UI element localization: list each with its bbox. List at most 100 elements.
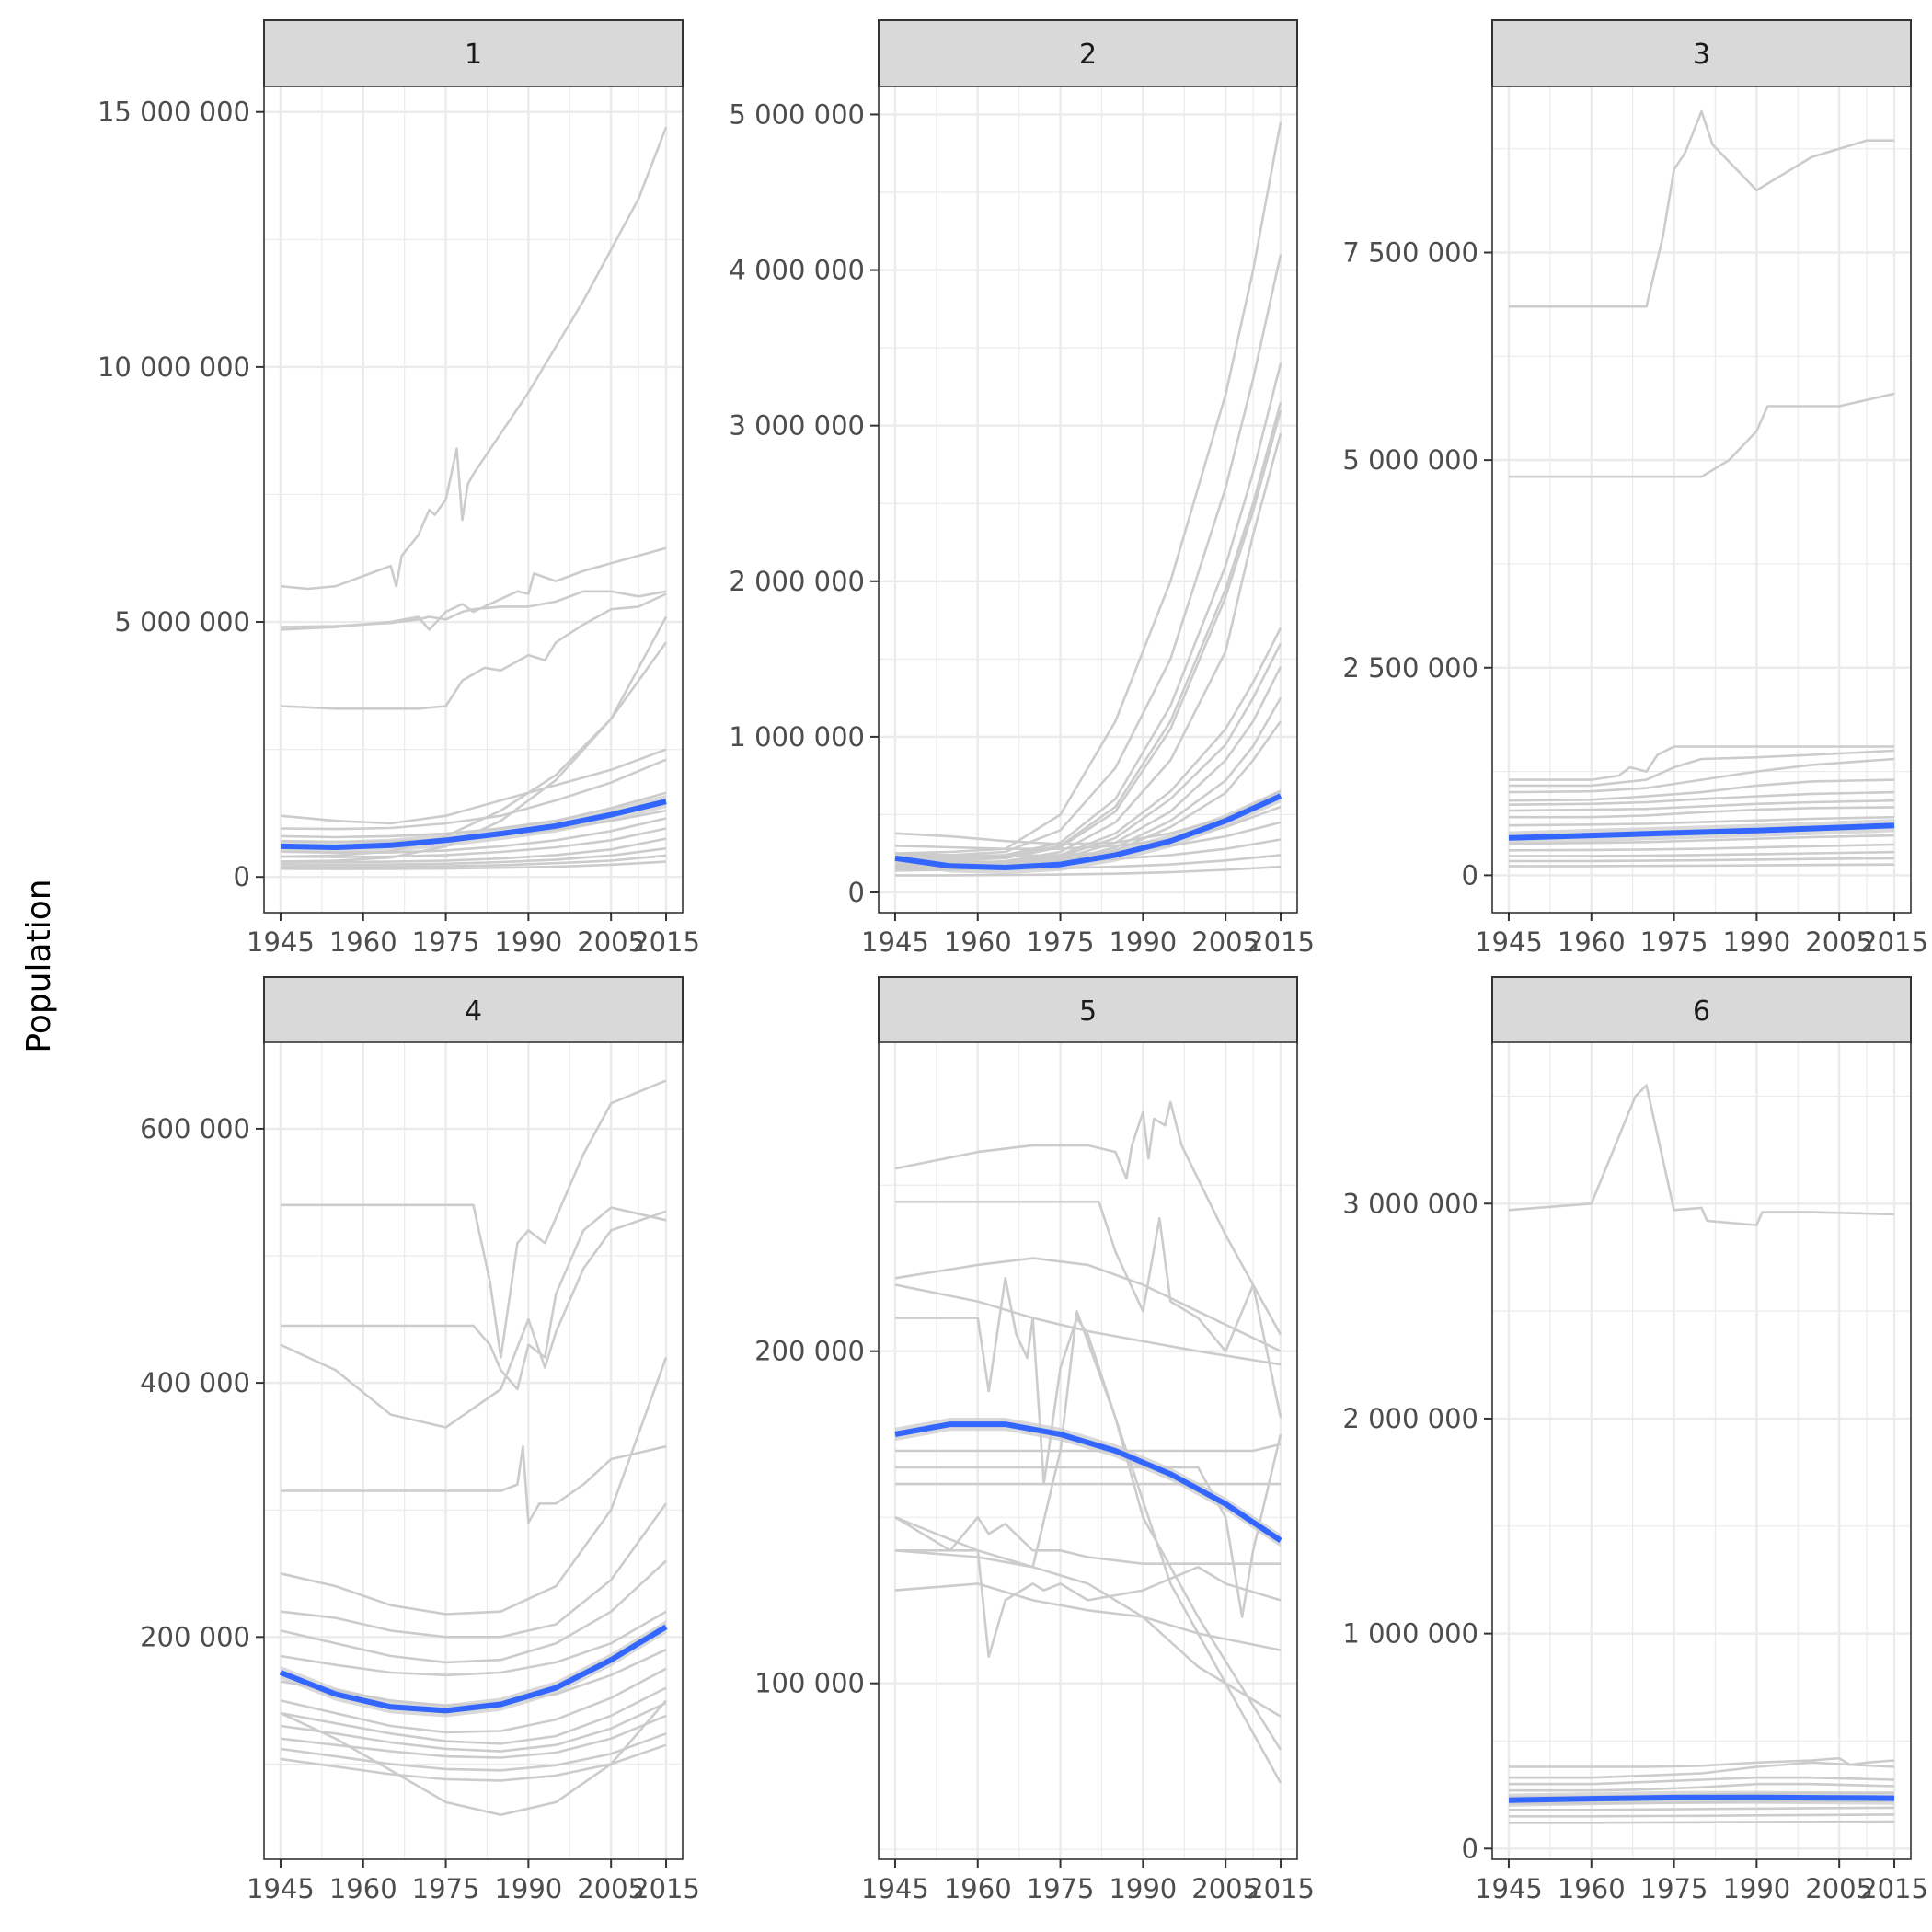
y-tick-label: 0 (848, 877, 865, 908)
facet-label-5: 5 (1079, 995, 1097, 1028)
x-tick-label: 1945 (1475, 926, 1543, 958)
x-tick-label: 1945 (1475, 1873, 1543, 1904)
panel-background (264, 86, 683, 913)
panel-border (878, 1041, 1298, 1860)
x-tick-label: 2015 (1247, 926, 1315, 958)
series-line-5 (1508, 757, 1895, 794)
series-line-11 (895, 1549, 1282, 1659)
series-line-3 (1509, 745, 1894, 781)
series-line-5 (280, 1357, 668, 1616)
series-line-14 (280, 1732, 667, 1772)
y-tick-label: 15 000 000 (98, 97, 250, 128)
series-line-4 (281, 1444, 667, 1524)
facet-label-4: 4 (465, 995, 482, 1028)
series-line-2 (895, 1201, 1282, 1419)
series-line-10 (280, 1667, 667, 1734)
x-tick-label: 1945 (247, 1873, 315, 1904)
series-line-15 (280, 1743, 667, 1782)
x-tick-label: 2005 (1191, 1873, 1259, 1904)
series-line-13 (280, 837, 667, 864)
x-tick-label: 1990 (494, 1873, 562, 1904)
series-line-1 (894, 1100, 1282, 1336)
x-tick-label: 2015 (1860, 926, 1928, 958)
y-tick-label: 1 000 000 (1342, 1618, 1478, 1650)
series-line-8 (1509, 1806, 1895, 1811)
x-tick-label: 1945 (861, 926, 929, 958)
trend-line (279, 1624, 668, 1714)
series-line-4 (280, 592, 667, 710)
x-tick-label: 2005 (1805, 926, 1873, 958)
series-line-4 (894, 1283, 1282, 1366)
y-tick-label: 7 500 000 (1342, 237, 1478, 269)
series-line-3 (280, 1210, 667, 1429)
x-tick-label: 1945 (861, 1873, 929, 1904)
panel-background (264, 1042, 683, 1859)
x-tick-label: 2015 (1860, 1873, 1928, 1904)
series-line-1 (894, 121, 1282, 855)
x-tick-label: 1975 (1640, 1873, 1708, 1904)
x-tick-label: 2015 (632, 926, 700, 958)
trend-line (280, 799, 667, 850)
y-tick-label: 5 000 000 (114, 606, 250, 638)
panel-border (263, 86, 684, 914)
gridlines (879, 1042, 1297, 1859)
series-line-3 (894, 1257, 1282, 1352)
series-line-2 (1509, 392, 1895, 478)
trend-line (1508, 1794, 1895, 1803)
y-tick-label: 3 000 000 (729, 410, 865, 442)
series-line-12 (280, 1701, 667, 1753)
gridlines (264, 86, 683, 913)
x-tick-label: 1960 (1558, 1873, 1626, 1904)
series-line-7 (280, 748, 667, 825)
y-tick-label: 10 000 000 (98, 351, 250, 383)
facet-label-6: 6 (1693, 995, 1710, 1028)
series-line-13 (894, 1549, 1282, 1718)
series-line-2 (1509, 1756, 1895, 1768)
series-line-13 (1508, 850, 1895, 857)
x-tick-label: 1975 (1640, 926, 1708, 958)
series-line-11 (1508, 834, 1895, 845)
series-line-17 (895, 865, 1282, 877)
series-line-7 (1508, 790, 1895, 806)
series-line-15 (1508, 863, 1895, 868)
y-tick-label: 0 (1462, 1833, 1478, 1864)
series-line-12 (280, 827, 667, 858)
series-line-10 (1509, 1820, 1895, 1824)
series-line-10 (1508, 815, 1895, 827)
trend-line (1508, 822, 1895, 841)
x-tick-label: 1960 (1558, 926, 1626, 958)
series-line-4 (1509, 749, 1895, 788)
y-tick-label: 400 000 (140, 1367, 250, 1398)
gridlines (879, 86, 1297, 913)
series-line-5 (1509, 1782, 1895, 1792)
y-tick-label: 100 000 (754, 1668, 865, 1699)
series-group (894, 121, 1282, 877)
x-tick-label: 1990 (1109, 926, 1177, 958)
trend-line (894, 1421, 1282, 1543)
series-line-7 (280, 1559, 667, 1664)
x-tick-label: 2005 (1191, 926, 1259, 958)
y-tick-label: 5 000 000 (1342, 444, 1478, 476)
y-tick-label: 0 (234, 861, 250, 892)
y-tick-label: 3 000 000 (1342, 1188, 1478, 1219)
series-line-1 (1508, 1084, 1895, 1226)
y-tick-label: 2 000 000 (729, 566, 865, 597)
series-line-6 (280, 1502, 668, 1639)
series-line-6 (894, 1310, 1282, 1784)
panel-border (1491, 86, 1912, 914)
series-group (280, 1079, 668, 1816)
series-group (894, 1100, 1282, 1784)
panel-border (263, 1041, 684, 1860)
y-tick-label: 200 000 (140, 1621, 250, 1652)
y-tick-label: 1 000 000 (729, 721, 865, 753)
y-tick-label: 5 000 000 (729, 98, 865, 130)
x-tick-label: 1975 (412, 926, 480, 958)
panel-4: 4 200 000 400 000 600 000 1945 1960 1975 1990 20… (140, 976, 700, 1904)
x-tick-label: 1990 (1722, 1873, 1790, 1904)
x-tick-label: 1990 (1722, 926, 1790, 958)
x-tick-label: 1990 (494, 926, 562, 958)
panel-border (1491, 1041, 1912, 1860)
series-line-1 (281, 1079, 667, 1359)
